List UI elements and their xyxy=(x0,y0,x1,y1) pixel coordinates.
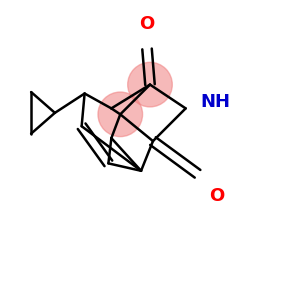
Circle shape xyxy=(98,92,142,136)
Text: O: O xyxy=(140,15,155,33)
Circle shape xyxy=(128,62,172,107)
Text: O: O xyxy=(209,187,225,205)
Text: NH: NH xyxy=(200,93,230,111)
